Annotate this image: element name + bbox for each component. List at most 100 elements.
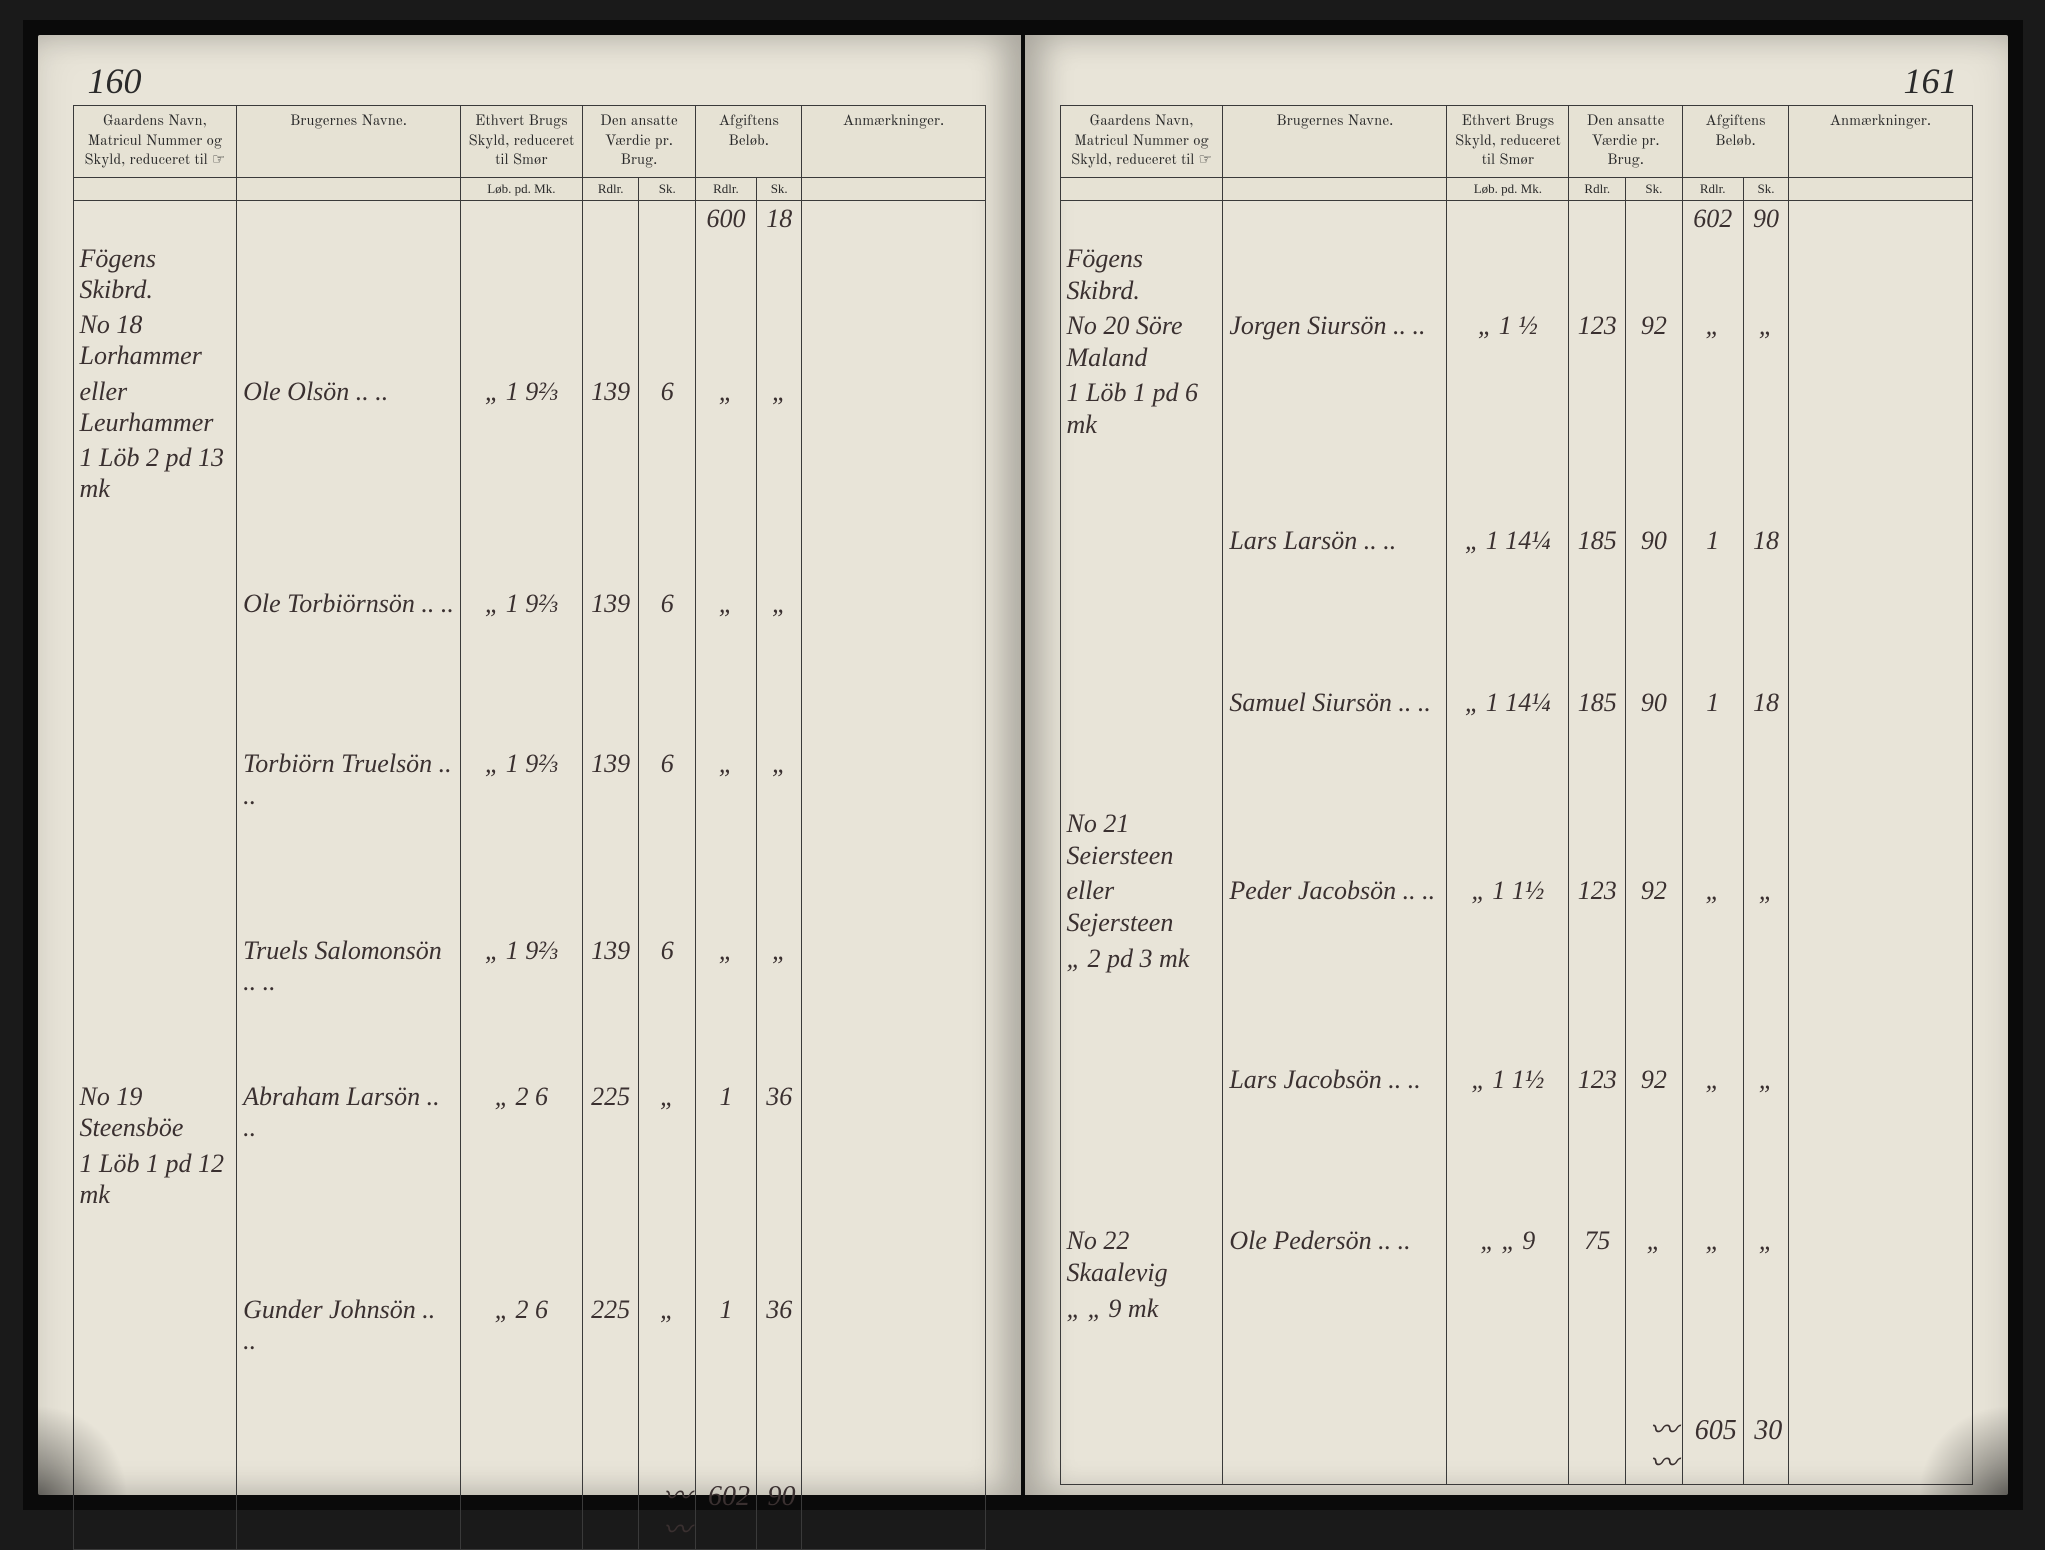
ledger-cell xyxy=(639,506,695,546)
cf-amt1: 602 xyxy=(1682,201,1743,241)
ledger-cell xyxy=(639,706,695,746)
ledger-row: Gunder Johnsön .. ..„ 2 6225„136 xyxy=(73,1292,985,1358)
ledger-cell xyxy=(756,666,801,706)
ledger-cell: 92 xyxy=(1626,308,1683,375)
ledger-cell xyxy=(1569,443,1626,483)
ledger-cell xyxy=(237,1212,461,1252)
ledger-cell xyxy=(1223,1102,1447,1142)
ledger-cell xyxy=(1743,1102,1789,1142)
ledger-cell xyxy=(237,1398,461,1438)
ledger-cell xyxy=(582,893,639,933)
ledger-cell: No 19 Steensböe xyxy=(73,1079,237,1145)
ledger-cell: 139 xyxy=(582,586,639,626)
ledger-cell xyxy=(1682,1291,1743,1331)
total-flourish: 〰〰 xyxy=(1626,1412,1683,1485)
ledger-cell: „ xyxy=(695,374,756,440)
ledger-cell: 123 xyxy=(1569,873,1626,940)
ledger-cell xyxy=(1223,1143,1447,1183)
ledger-cell xyxy=(582,1398,639,1438)
ledger-cell: „ 1 9⅔ xyxy=(460,746,582,812)
ledger-cell xyxy=(73,853,237,893)
ledger-cell xyxy=(1447,564,1569,604)
ledger-cell xyxy=(1743,1331,1789,1371)
ledger-cell: „ xyxy=(695,933,756,999)
ledger-row: No 19 SteensböeAbraham Larsön .. ..„ 2 6… xyxy=(73,1079,985,1145)
ledger-cell: „ xyxy=(1682,1223,1743,1290)
ledger-book: 160 Gaardens Navn, Matricul Nummer og Sk… xyxy=(23,20,2023,1510)
ledger-cell: 6 xyxy=(639,586,695,626)
total-flourish: 〰〰 xyxy=(639,1478,695,1550)
ledger-cell xyxy=(1743,604,1789,644)
ledger-cell: „ 2 6 xyxy=(460,1079,582,1145)
ledger-cell: „ xyxy=(1682,308,1743,375)
ledger-row xyxy=(73,506,985,546)
ledger-cell xyxy=(1789,685,1972,725)
ledger-row xyxy=(73,706,985,746)
ledger-cell xyxy=(802,586,985,626)
ledger-cell xyxy=(639,813,695,853)
ledger-cell: 123 xyxy=(1569,308,1626,375)
ledger-row: „ „ 9 mk xyxy=(1060,1291,1972,1331)
ledger-cell xyxy=(1569,604,1626,644)
ledger-row xyxy=(73,1212,985,1252)
ledger-row xyxy=(1060,645,1972,685)
ledger-cell: „ xyxy=(695,586,756,626)
ledger-cell xyxy=(695,241,756,307)
ledger-cell xyxy=(639,626,695,666)
ledger-cell: „ 1 1½ xyxy=(1447,1062,1569,1102)
ledger-cell xyxy=(237,1146,461,1212)
ledger-cell xyxy=(1789,523,1972,563)
ledger-cell xyxy=(73,586,237,626)
ledger-cell xyxy=(1569,1183,1626,1223)
ledger-cell xyxy=(582,666,639,706)
ledger-cell: No 21 Seiersteen xyxy=(1060,806,1223,873)
ledger-cell: 225 xyxy=(582,1292,639,1358)
ledger-cell: Fögens Skibrd. xyxy=(1060,241,1223,308)
sub-sk2: Sk. xyxy=(1743,177,1789,201)
carry-forward-row: 602 90 xyxy=(1060,201,1972,241)
ledger-cell xyxy=(237,1252,461,1292)
ledger-cell xyxy=(1447,1021,1569,1061)
ledger-cell xyxy=(695,307,756,373)
ledger-cell xyxy=(1569,564,1626,604)
ledger-cell xyxy=(1447,604,1569,644)
sub-rdlr2: Rdlr. xyxy=(695,177,756,201)
ledger-cell xyxy=(1447,1291,1569,1331)
ledger-cell xyxy=(1569,645,1626,685)
ledger-cell: „ xyxy=(1682,1062,1743,1102)
ledger-cell: „ „ 9 xyxy=(1447,1223,1569,1290)
ledger-cell xyxy=(695,626,756,666)
ledger-cell xyxy=(1789,604,1972,644)
ledger-cell xyxy=(1682,1143,1743,1183)
ledger-cell: „ xyxy=(756,586,801,626)
ledger-cell xyxy=(802,626,985,666)
ledger-cell xyxy=(1743,806,1789,873)
ledger-cell: 1 Löb 2 pd 13 mk xyxy=(73,440,237,506)
ledger-cell xyxy=(1789,981,1972,1021)
ledger-cell xyxy=(1789,1183,1972,1223)
ledger-cell xyxy=(802,1398,985,1438)
ledger-cell xyxy=(460,1252,582,1292)
ledger-cell xyxy=(582,853,639,893)
ledger-cell: „ „ 9 mk xyxy=(1060,1291,1223,1331)
ledger-cell xyxy=(460,1398,582,1438)
ledger-cell: 92 xyxy=(1626,873,1683,940)
ledger-cell xyxy=(1569,1021,1626,1061)
ledger-cell xyxy=(1060,564,1223,604)
ledger-cell xyxy=(1447,375,1569,442)
ledger-cell xyxy=(1626,483,1683,523)
ledger-cell xyxy=(639,1438,695,1478)
ledger-cell xyxy=(1626,1291,1683,1331)
sub-rdlr: Rdlr. xyxy=(582,177,639,201)
ledger-cell xyxy=(1682,766,1743,806)
ledger-cell xyxy=(695,1212,756,1252)
cf-amt2: 90 xyxy=(1743,201,1789,241)
ledger-cell xyxy=(73,933,237,999)
col-anm: Anmærkninger. xyxy=(802,106,985,178)
ledger-cell xyxy=(802,1079,985,1145)
total-amt1: 605 xyxy=(1682,1412,1743,1485)
ledger-cell xyxy=(1626,443,1683,483)
ledger-cell xyxy=(802,241,985,307)
ledger-cell xyxy=(639,1398,695,1438)
ledger-cell xyxy=(695,1146,756,1212)
